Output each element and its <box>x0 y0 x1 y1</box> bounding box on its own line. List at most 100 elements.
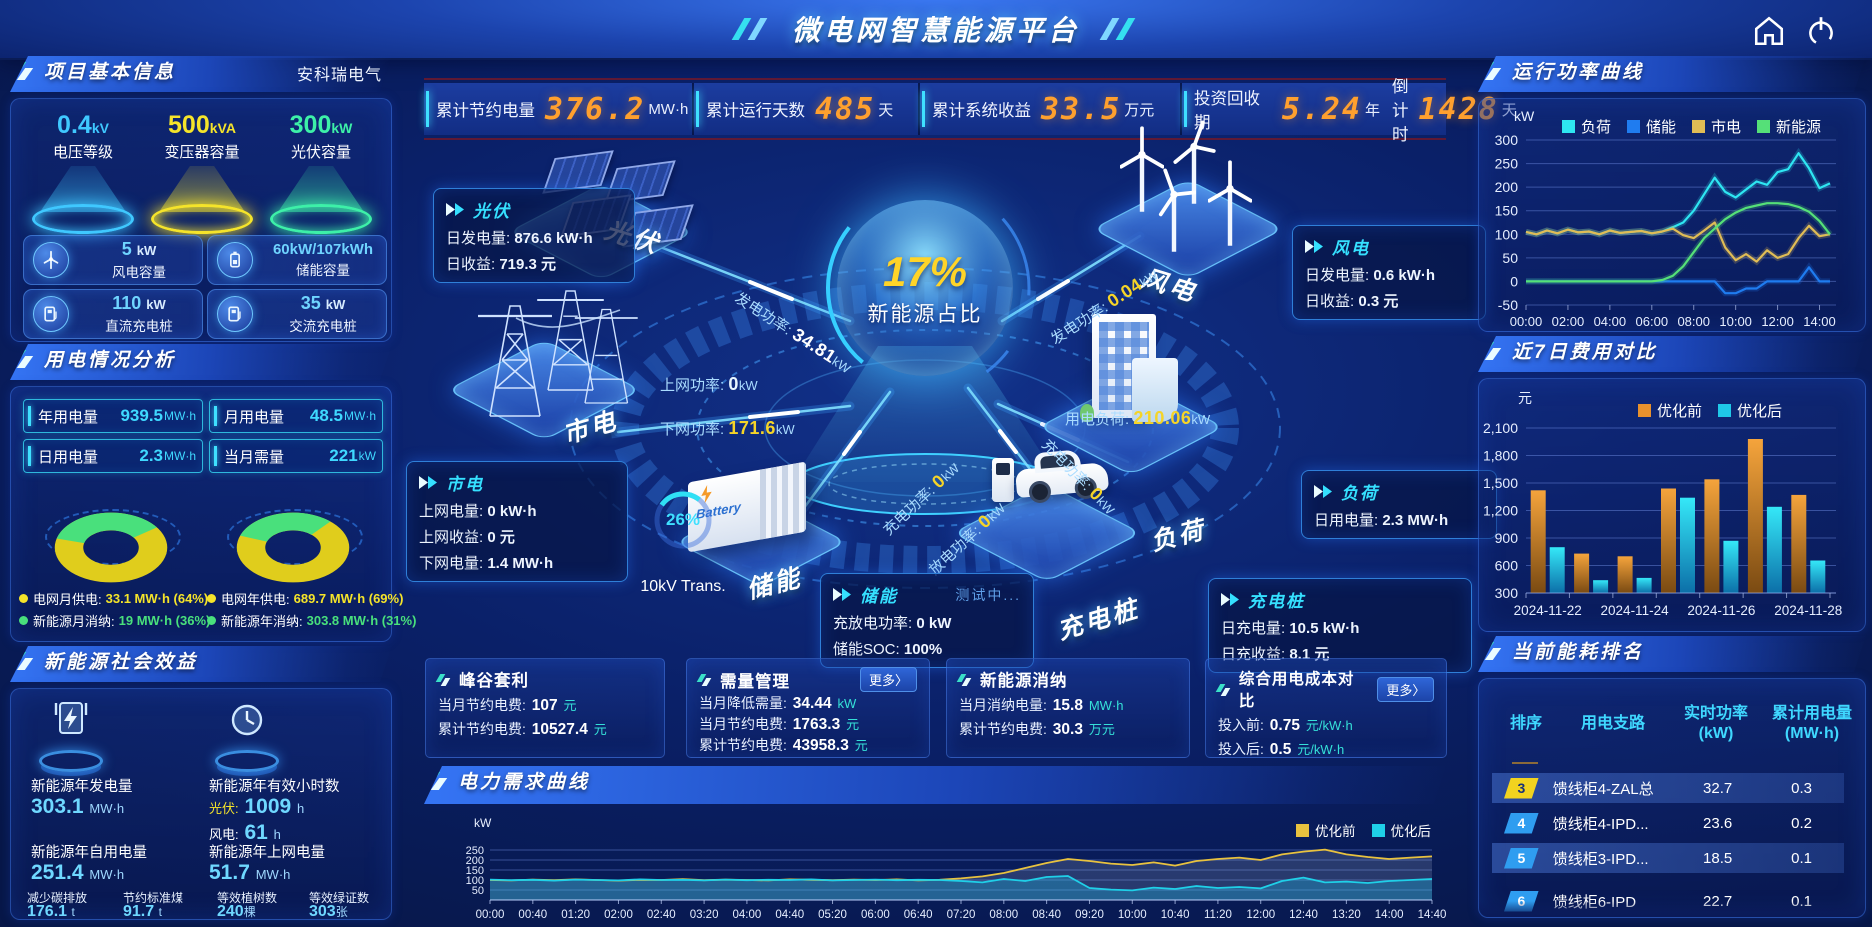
table-row[interactable]: 5 馈线柜3-IPD... 18.5 0.1 <box>1492 843 1844 873</box>
info-box-load: 负荷 日用电量: 2.3 MW·h <box>1301 470 1497 539</box>
svg-text:0: 0 <box>1510 273 1518 289</box>
transformer-label: 10kV Trans. <box>640 578 726 595</box>
panel-usage-header: 用电情况分析 <box>10 344 392 380</box>
new-energy-share-value: 17% <box>882 248 968 295</box>
panel-social-benefit: 新能源社会效益 新能源年发电量 303.1 MW·h 新能源年有效 <box>10 646 392 920</box>
svg-text:00:40: 00:40 <box>518 909 547 921</box>
svg-text:-50: -50 <box>1498 297 1518 313</box>
legend-item[interactable]: 新能源 <box>1757 116 1821 137</box>
new-energy-share-label: 新能源占比 <box>867 303 983 326</box>
legend-item[interactable]: 市电 <box>1692 116 1741 137</box>
more-button[interactable]: 更多〉 <box>1377 676 1434 702</box>
table-row[interactable]: 4 馈线柜4-IPD... 23.6 0.2 <box>1492 808 1844 838</box>
home-icon[interactable] <box>1752 14 1788 48</box>
col-header-branch: 用电支路 <box>1580 715 1645 732</box>
stat-label: 新能源年发电量 <box>31 779 133 795</box>
stat-label: 新能源年有效小时数 <box>209 779 340 795</box>
table-row[interactable]: 3 馈线柜4-ZAL总 32.7 0.3 <box>1492 773 1844 803</box>
legend-swatch <box>1296 823 1309 837</box>
svg-text:600: 600 <box>1495 558 1519 574</box>
legend-newenergy-month: 新能源月消纳: 19 MW·h (36%) <box>19 611 210 630</box>
cost-bar-chart: 2,100 1,800 1,500 1,200 900 600 300 2024-11-22 2… <box>1483 420 1842 618</box>
svg-text:10:00: 10:00 <box>1719 314 1752 329</box>
stat-value: 光伏: 1009 h <box>209 795 305 818</box>
svg-text:1,800: 1,800 <box>1483 448 1518 464</box>
svg-text:250: 250 <box>466 845 484 857</box>
card-corner-icon <box>959 673 972 686</box>
info-box-pv: 光伏 日发电量: 876.6 kW·h 日收益: 719.3 元 <box>433 188 635 283</box>
info-box-storage: 储能 测试中... 充放电功率: 0 kW 储能SOC: 100% <box>820 573 1034 668</box>
stat-value: 风电: 61 h <box>209 821 281 844</box>
legend-swatch <box>1692 120 1706 133</box>
panel-project-info: 项目基本信息 安科瑞电气 ▼ 0.4kV 电压等级 500kVA 变压器容量 3… <box>10 56 392 342</box>
ac-charger-icon <box>217 296 253 332</box>
page-title: 微电网智慧能源平台 <box>730 9 1142 49</box>
top-header: 微电网智慧能源平台 <box>0 0 1872 60</box>
legend-item[interactable]: 优化后 <box>1371 820 1431 840</box>
legend-item[interactable]: 优化前 <box>1638 400 1702 421</box>
svg-text:300: 300 <box>1495 585 1519 601</box>
panel-corner-icon <box>12 650 36 674</box>
svg-text:01:20: 01:20 <box>561 909 590 921</box>
stat-voltage-level: 0.4kV 电压等级 <box>25 111 141 234</box>
donut-decor-ring <box>45 509 181 565</box>
title-decor-right <box>1098 18 1142 40</box>
pedestal-base <box>215 750 279 772</box>
panel-title: 项目基本信息 <box>44 62 177 83</box>
dc-charger-icon <box>33 296 69 332</box>
svg-text:14:40: 14:40 <box>1418 909 1446 921</box>
light-cone <box>40 166 126 212</box>
col-header-power: 实时功率 (kW) <box>1683 705 1748 742</box>
svg-text:100: 100 <box>466 875 484 887</box>
svg-text:2024-11-28: 2024-11-28 <box>1774 603 1842 618</box>
panel-energy-ranking: 当前能耗排名 排序 用电支路 实时功率 (kW) 累计用电量 (MW·h) 3 馈线… <box>1478 636 1866 918</box>
transformer-load-gauge: 26% <box>651 488 715 552</box>
panel-project-body: 0.4kV 电压等级 500kVA 变压器容量 300kW 光伏容量 5 kW 风 <box>10 98 392 342</box>
svg-text:04:00: 04:00 <box>733 909 762 921</box>
legend-newenergy-year: 新能源年消纳: 303.8 MW·h (31%) <box>207 611 416 630</box>
stat-value: 251.4 MW·h <box>31 861 125 884</box>
svg-text:02:00: 02:00 <box>604 909 633 921</box>
panel-title: 运行功率曲线 <box>1512 62 1645 83</box>
card-peak-valley-arbitrage: 峰谷套利 当月节约电费: 107 元 累计节约电费: 10527.4 元 <box>425 658 665 758</box>
flow-grid-up: 上网功率: 0kW <box>660 374 758 394</box>
legend-item[interactable]: 储能 <box>1627 116 1676 137</box>
microgrid-topology: Battery 光伏 风电 市电 负荷 储能 充电桩 17% 新能源占比 发电功… <box>406 120 1497 674</box>
legend-item[interactable]: 优化前 <box>1296 820 1356 840</box>
kpi-payback-period: 投资回收期5.24年 <box>1182 83 1380 135</box>
panel-runpower-body <box>1478 98 1866 332</box>
svg-text:1,200: 1,200 <box>1483 503 1518 519</box>
svg-text:03:20: 03:20 <box>690 909 719 921</box>
power-icon[interactable] <box>1804 14 1840 48</box>
svg-text:06:00: 06:00 <box>1636 314 1669 329</box>
row-fade-overlay <box>1479 901 1865 917</box>
legend-item[interactable]: 优化后 <box>1718 400 1782 421</box>
legend-dot <box>207 616 216 625</box>
panel-usage-body: 年用电量 939.5 MW·h 月用电量 48.5 MW·h 日用电量 2.3 MW·h 当… <box>10 386 416 642</box>
legend-swatch <box>1718 404 1732 417</box>
panel-title: 电力需求曲线 <box>458 772 591 793</box>
panel-corner-icon <box>12 348 36 372</box>
panel-social-header: 新能源社会效益 <box>10 646 392 682</box>
legend-item[interactable]: 负荷 <box>1562 116 1611 137</box>
legend-swatch <box>1757 120 1771 133</box>
svg-text:08:40: 08:40 <box>1032 909 1061 921</box>
svg-text:12:00: 12:00 <box>1761 314 1794 329</box>
charging-station-icon <box>54 702 88 734</box>
card-corner-icon <box>1218 683 1231 696</box>
stat-label: 等效绿证数 <box>309 891 370 905</box>
svg-text:1,500: 1,500 <box>1483 475 1518 491</box>
status-badge: 测试中... <box>955 586 1021 603</box>
svg-text:200: 200 <box>466 855 484 867</box>
panel-demand-curve: 电力需求曲线 kW 优化前 优化后 250 200 150 100 50 00:00 00:… <box>424 766 1446 927</box>
card-corner-icon <box>438 673 451 686</box>
svg-text:08:00: 08:00 <box>1677 314 1710 329</box>
more-button[interactable]: 更多〉 <box>859 667 917 692</box>
panel-ranking-header: 当前能耗排名 <box>1478 636 1866 672</box>
svg-text:250: 250 <box>1495 156 1519 172</box>
svg-text:06:00: 06:00 <box>861 909 890 921</box>
rank-badge: 4 <box>1504 812 1539 834</box>
company-dropdown[interactable]: 安科瑞电气 ▼ <box>297 61 382 85</box>
hours-pedestal <box>211 699 283 772</box>
